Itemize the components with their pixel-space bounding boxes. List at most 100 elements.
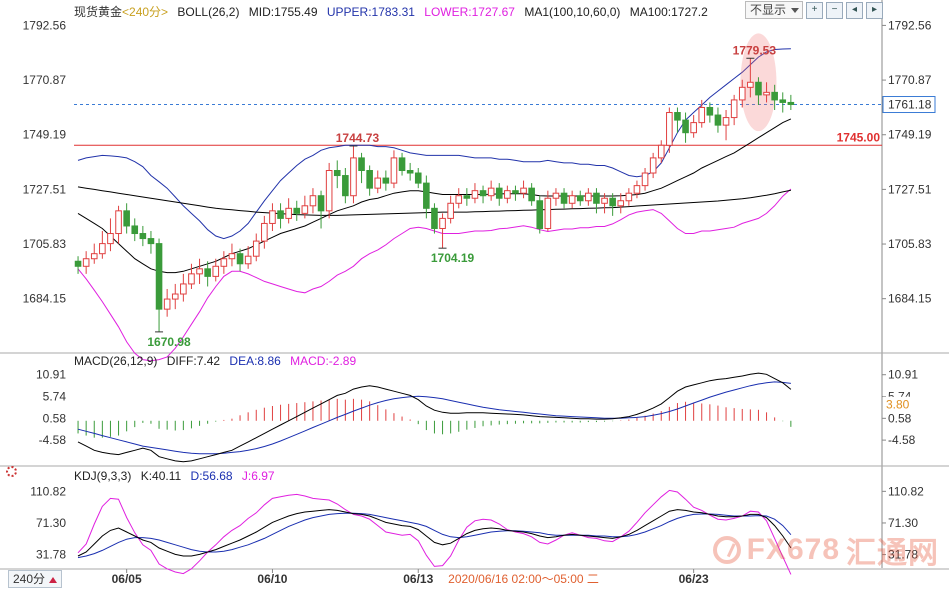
candle-body: [358, 157, 365, 172]
candle-body: [82, 258, 90, 267]
candle-body: [293, 207, 301, 214]
candle-body: [163, 298, 171, 310]
candle-body: [666, 112, 673, 146]
candle-body: [747, 81, 754, 88]
period-selector-label: 240分: [13, 572, 46, 586]
zoom-in-icon[interactable]: +: [806, 1, 823, 19]
candle-body: [447, 202, 454, 219]
extreme-label: 1779.53: [733, 43, 777, 57]
candle-body: [147, 238, 155, 245]
cursor-time-label: 2020/06/16 02:00～05:00 二: [448, 572, 599, 586]
macd-tick-label-right: 0.58: [888, 411, 912, 425]
price-tick-label-left: 1749.19: [23, 128, 67, 142]
candle-body: [714, 114, 722, 126]
chevron-down-icon: [791, 8, 799, 13]
x-tick-label: 06/10: [257, 572, 287, 586]
triangle-up-icon: [49, 576, 58, 583]
ma-name: MA1(100,10,60,0): [524, 5, 621, 19]
macd-tick-label-right: 10.91: [888, 368, 918, 382]
price-tick-label-left: 1727.51: [23, 182, 67, 196]
boll-upper-value: UPPER:1783.31: [326, 5, 415, 19]
candle-body: [90, 253, 98, 260]
candle-body: [374, 177, 382, 189]
candle-body: [423, 182, 430, 209]
boll-name: BOLL(26,2): [177, 5, 240, 19]
candle-body: [390, 157, 398, 184]
candle-body: [528, 187, 535, 202]
kdj-tick-label-left: 110.82: [30, 484, 66, 498]
candle-body: [180, 283, 187, 295]
candle-body: [617, 200, 625, 207]
price-tick-label-right: 1749.19: [888, 128, 932, 142]
price-tick-label-right: 1770.87: [888, 73, 932, 87]
candle-body: [706, 106, 714, 116]
fx678-logo-icon: [712, 536, 741, 564]
zoom-out-icon[interactable]: −: [826, 1, 843, 19]
candle-body: [406, 170, 414, 174]
candle-body: [398, 157, 406, 172]
macd-tick-label-left: 10.91: [36, 368, 66, 382]
candle-body: [698, 106, 706, 124]
macd-diff-value: DIFF:7.42: [166, 354, 221, 368]
candle-body: [471, 190, 479, 199]
candle-body: [414, 172, 422, 184]
extreme-label: 1670.98: [147, 335, 191, 349]
candle-body: [479, 190, 487, 197]
symbol-name: 现货黄金: [74, 5, 123, 19]
candle-body: [301, 205, 309, 214]
candle-body: [730, 99, 738, 119]
candle-body: [544, 197, 552, 229]
candle-body: [738, 86, 746, 101]
macd-tick-label-right: -4.58: [888, 433, 916, 447]
candle-body: [568, 195, 576, 204]
candle-body: [722, 117, 730, 126]
price-tick-label-left: 1705.83: [23, 237, 67, 251]
price-tick-label-left: 1792.56: [23, 18, 67, 32]
candle-body: [115, 210, 122, 235]
price-tick-label-right: 1792.56: [888, 18, 932, 32]
candle-body: [771, 91, 778, 101]
candle-body: [520, 187, 527, 194]
kdj-k-line: [77, 509, 792, 557]
candle-body: [439, 217, 446, 229]
candle-body: [309, 195, 317, 207]
candle-body: [690, 122, 697, 134]
kdj-j-value: J:6.97: [241, 469, 275, 483]
boll-mid-value: MID:1755.49: [248, 5, 318, 19]
x-tick-label: 06/13: [403, 572, 433, 586]
scroll-right-icon[interactable]: ▸: [866, 1, 883, 19]
extreme-label: 1704.19: [431, 251, 475, 265]
x-tick-label: 06/05: [112, 572, 142, 586]
candle-body: [674, 112, 681, 121]
ma100-value: MA100:1727.2: [629, 5, 708, 19]
current-price-label: 1761.18: [888, 98, 932, 112]
candle-body: [463, 195, 471, 199]
candle-body: [228, 253, 236, 260]
candle-body: [333, 170, 341, 177]
macd-dea-value: DEA:8.86: [229, 354, 281, 368]
current-price-tag: [882, 96, 936, 114]
candle-body: [779, 99, 787, 103]
period-selector[interactable]: 240分: [8, 570, 63, 588]
macd-diff-line: [77, 372, 792, 463]
candle-body: [763, 91, 770, 96]
settings-gear-icon[interactable]: [6, 466, 17, 477]
candle-body: [196, 268, 203, 275]
candle-body: [649, 157, 657, 174]
macd-tick-label-left: 5.74: [43, 390, 67, 404]
display-select[interactable]: 不显示: [744, 1, 803, 19]
price-tick-label-right: 1684.15: [888, 292, 932, 306]
candle-body: [560, 192, 568, 204]
candle-body: [609, 197, 616, 207]
candle-body: [204, 268, 211, 277]
price-legend: 现货黄金<240分> BOLL(26,2) MID:1755.49 UPPER:…: [74, 3, 714, 20]
candle-body: [139, 233, 147, 240]
candle-body: [244, 255, 252, 265]
price-tick-label-right: 1727.51: [888, 182, 932, 196]
candle-body: [366, 170, 373, 189]
candle-body: [236, 253, 244, 265]
kdj-k-value: K:40.11: [140, 469, 182, 483]
candle-body: [625, 192, 633, 202]
scroll-left-icon[interactable]: ◂: [846, 1, 863, 19]
